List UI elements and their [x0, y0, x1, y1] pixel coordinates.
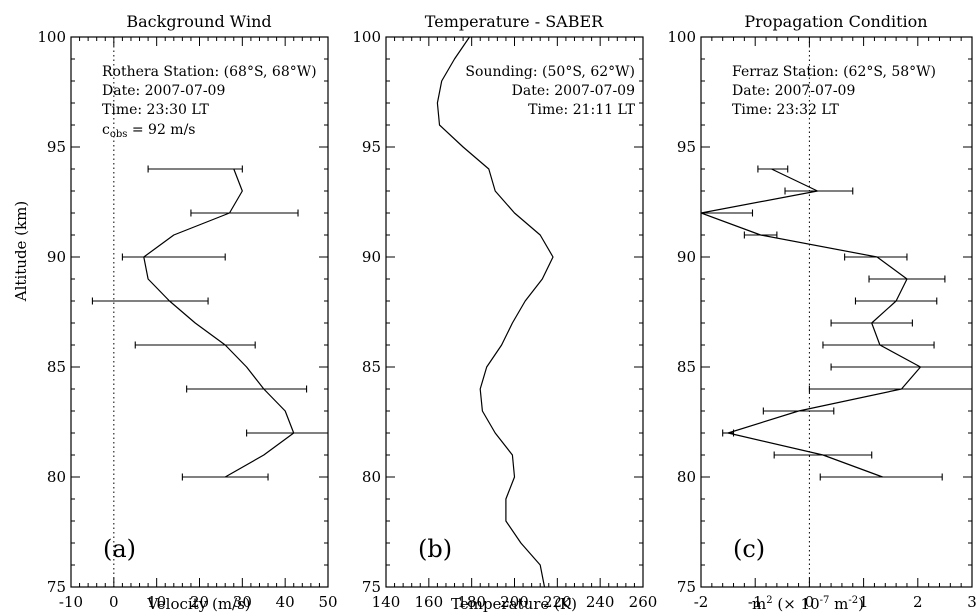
panel-a-xlabel: Velocity (m/s) [146, 595, 250, 612]
panel-c-xtick-label: -1 [748, 593, 763, 611]
panel-c-annotation-2: Date: 2007-07-09 [732, 83, 855, 99]
panel-b-annotation-3: Time: 21:11 LT [528, 102, 635, 118]
panel-a-ytick-label: 100 [37, 28, 66, 46]
y-axis-label: Altitude (km) [12, 201, 30, 302]
panel-b-xtick-label: 200 [500, 593, 529, 611]
panel-a-data [91, 165, 328, 481]
panel-a-label: (a) [103, 535, 136, 563]
panel-b-ytick-label: 85 [362, 358, 381, 376]
panel-b-ytick-label: 80 [362, 468, 381, 486]
panel-b-plot: 140 160 180 200 220 240 260 75 80 85 90 95 100 [352, 28, 657, 611]
panel-a-ytick-label: 95 [47, 138, 66, 156]
panel-c-ytick-label: 90 [677, 248, 696, 266]
panel-c-ytick-label: 75 [677, 578, 696, 596]
panel-b-label: (b) [418, 535, 452, 563]
panel-b-data [436, 37, 554, 587]
panel-a-frame [70, 36, 329, 588]
panel-c-xtick-label: 1 [859, 593, 869, 611]
panel-c-ytick-label: 80 [677, 468, 696, 486]
panel-c-annotation-3: Time: 23:32 LT [732, 102, 839, 118]
panel-c-series-line [701, 168, 922, 478]
panel-a-xtick-label: 40 [276, 593, 295, 611]
panel-a-ytick-label: 80 [47, 468, 66, 486]
panel-a-xtick-label: 30 [233, 593, 252, 611]
panel-a-xtick-label: 10 [147, 593, 166, 611]
panel-b-xlabel: Temperature (K) [451, 595, 577, 612]
panel-b-ytick-label: 90 [362, 248, 381, 266]
panel-b-ytick-label: 75 [362, 578, 381, 596]
panel-a: Background Wind -10 0 10 20 30 40 50 75 80 85 90 95… [37, 12, 337, 612]
panel-b-xtick-label: 160 [415, 593, 444, 611]
panel-b-title: Temperature - SABER [425, 12, 604, 31]
panel-b-xtick-label: 220 [543, 593, 572, 611]
panel-b-xtick-label: 260 [629, 593, 658, 611]
panel-a-annotation-1: Rothera Station: (68°S, 68°W) [102, 64, 317, 80]
panel-a-title: Background Wind [126, 12, 271, 31]
panel-b-ytick-label: 100 [352, 28, 381, 46]
panel-b-xtick-label: 240 [586, 593, 615, 611]
panel-a-annotation-2: Date: 2007-07-09 [102, 83, 225, 99]
panel-c-xtick-label: 0 [805, 593, 815, 611]
panel-a-ytick-label: 75 [47, 578, 66, 596]
panel-a-xtick-label: -10 [59, 593, 83, 611]
panel-c-frame [700, 36, 973, 588]
panel-b: Temperature - SABER 140 160 180 200 220 240 26… [352, 12, 657, 612]
panel-a-plot: -10 0 10 20 30 40 50 75 80 85 90 95 100 [37, 28, 337, 611]
panel-b-ytick-label: 95 [362, 138, 381, 156]
panel-c-xlabel: m2 (× 10-7 m-2) [752, 595, 864, 612]
panel-c: Propagation Condition -2 -1 0 1 2 3 75 80 85 90 95… [667, 12, 977, 612]
panel-c-plot: -2 -1 0 1 2 3 75 80 85 90 95 100 [667, 28, 977, 611]
panel-c-ytick-label: 95 [677, 138, 696, 156]
panel-c-ytick-label: 85 [677, 358, 696, 376]
panel-a-ytick-label: 90 [47, 248, 66, 266]
panel-a-xtick-label: 50 [318, 593, 337, 611]
panel-a-ytick-label: 85 [47, 358, 66, 376]
panel-c-annotation-1: Ferraz Station: (62°S, 58°W) [732, 64, 936, 80]
panel-a-annotation-3: Time: 23:30 LT [102, 102, 209, 118]
panel-b-frame [385, 36, 644, 588]
panel-a-xtick-label: 0 [109, 593, 119, 611]
panel-b-xtick-label: 180 [457, 593, 486, 611]
panel-c-xtick-label: 3 [967, 593, 977, 611]
panel-c-ytick-label: 100 [667, 28, 696, 46]
panel-a-series-line [143, 168, 295, 478]
panel-a-xtick-label: 20 [190, 593, 209, 611]
panel-c-data [701, 165, 972, 481]
panel-c-xtick-label: -2 [694, 593, 709, 611]
panel-b-series-line [436, 37, 554, 587]
panel-c-label: (c) [733, 535, 765, 563]
panel-a-cobs: cobs = 92 m/s [102, 122, 195, 140]
panel-c-title: Propagation Condition [744, 12, 927, 31]
panel-b-xtick-label: 140 [372, 593, 401, 611]
panel-b-annotation-1: Sounding: (50°S, 62°W) [465, 64, 635, 80]
panel-c-xtick-label: 2 [913, 593, 923, 611]
panel-b-annotation-2: Date: 2007-07-09 [512, 83, 635, 99]
